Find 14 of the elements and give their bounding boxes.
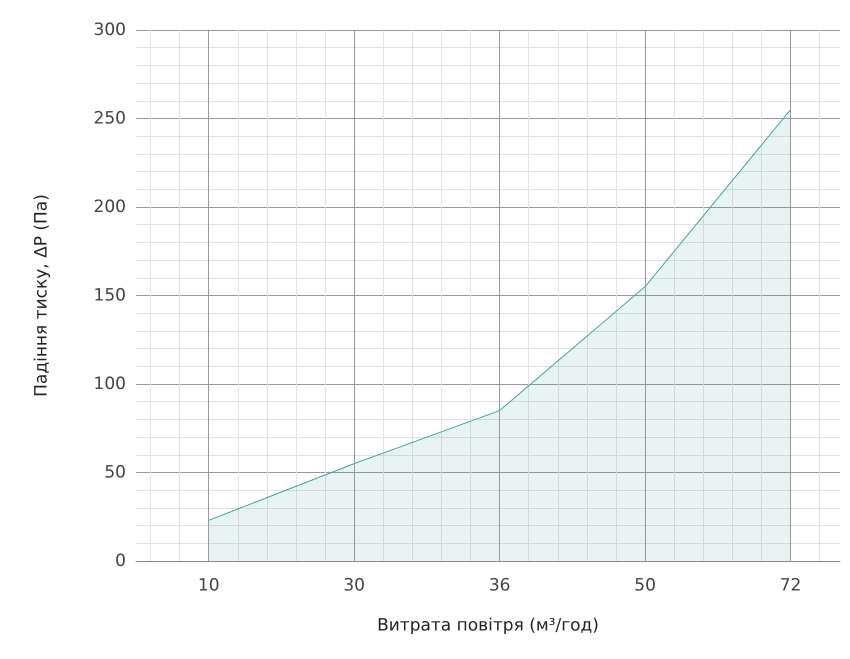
y-tick-label: 250: [94, 108, 126, 128]
x-tick-label: 30: [343, 576, 365, 596]
y-tick-label: 50: [104, 462, 126, 482]
x-tick-label: 72: [780, 576, 802, 596]
x-tick-label: 10: [198, 576, 220, 596]
y-tick-label: 300: [94, 20, 126, 40]
x-axis-title: Витрата повітря (м³/год): [377, 616, 599, 636]
y-tick-label: 200: [94, 197, 126, 217]
y-tick-label: 150: [94, 286, 126, 306]
y-tick-label: 0: [115, 551, 126, 571]
x-tick-label: 36: [488, 576, 510, 596]
x-tick-label: 50: [634, 576, 656, 596]
y-axis-title: Падіння тиску, ΔP (Па): [32, 194, 52, 397]
y-tick-label: 100: [94, 374, 126, 394]
